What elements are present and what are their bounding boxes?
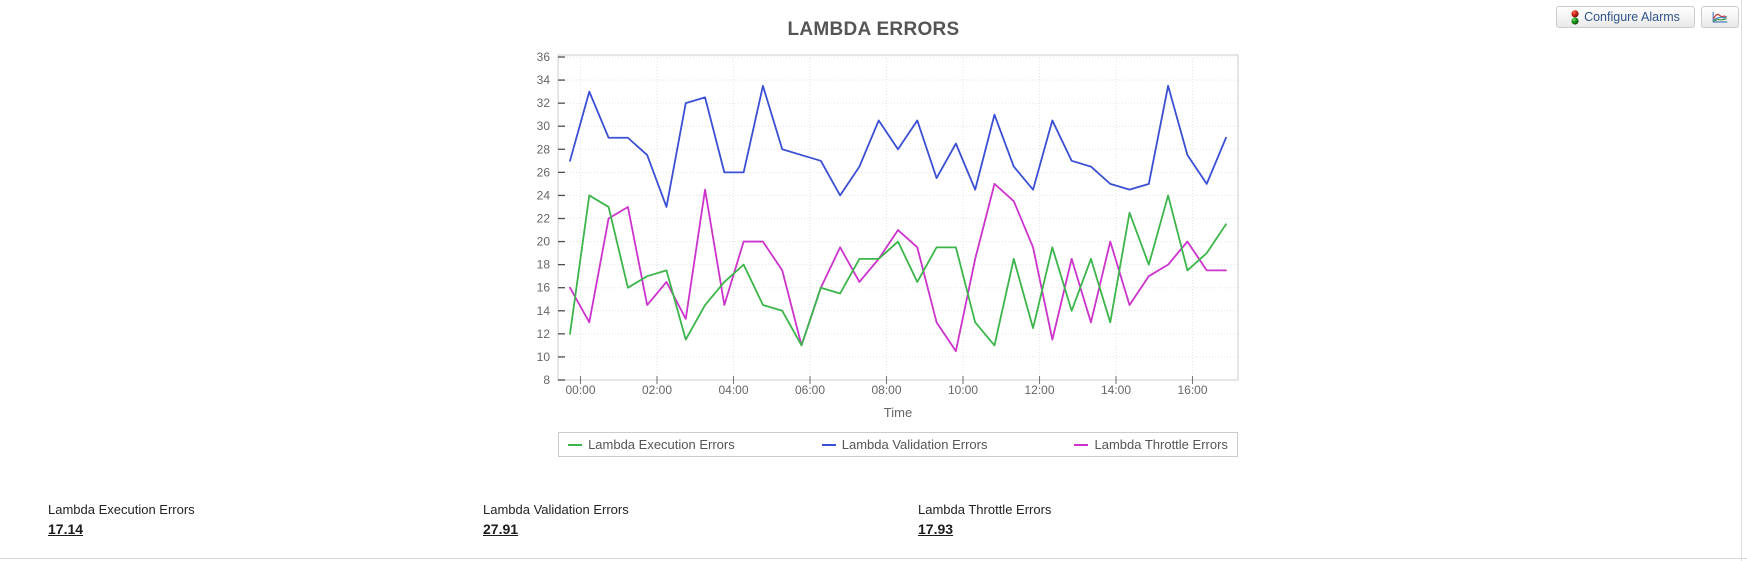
svg-text:10:00: 10:00: [948, 383, 978, 397]
svg-text:32: 32: [537, 96, 551, 110]
svg-text:16: 16: [537, 281, 551, 295]
svg-text:8: 8: [543, 373, 550, 387]
svg-text:14: 14: [537, 304, 551, 318]
svg-text:14:00: 14:00: [1101, 383, 1131, 397]
svg-text:00:00: 00:00: [565, 383, 595, 397]
svg-text:08:00: 08:00: [871, 383, 901, 397]
svg-text:12: 12: [537, 327, 551, 341]
svg-text:30: 30: [537, 119, 551, 133]
svg-text:34: 34: [537, 73, 551, 87]
svg-text:36: 36: [537, 50, 551, 64]
svg-text:22: 22: [537, 212, 551, 226]
svg-text:20: 20: [537, 235, 551, 249]
svg-text:06:00: 06:00: [795, 383, 825, 397]
svg-text:Time: Time: [884, 405, 912, 420]
svg-text:02:00: 02:00: [642, 383, 672, 397]
svg-text:26: 26: [537, 165, 551, 179]
svg-text:04:00: 04:00: [718, 383, 748, 397]
svg-text:28: 28: [537, 142, 551, 156]
svg-text:10: 10: [537, 350, 551, 364]
svg-text:16:00: 16:00: [1177, 383, 1207, 397]
svg-text:12:00: 12:00: [1024, 383, 1054, 397]
svg-text:24: 24: [537, 188, 551, 202]
svg-text:18: 18: [537, 258, 551, 272]
